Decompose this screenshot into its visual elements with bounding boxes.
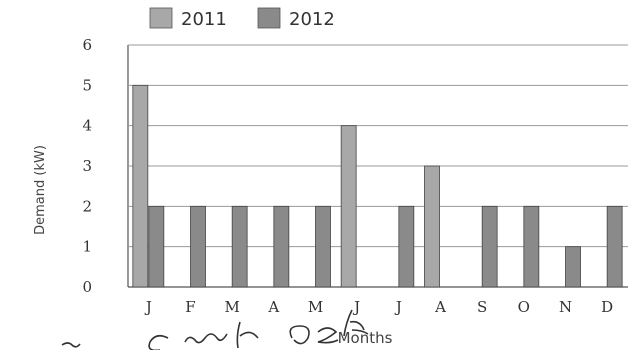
bars [132, 84, 623, 288]
y-tick-label: 2 [82, 197, 92, 215]
bar-2012-9 [523, 205, 540, 288]
bar-2012-6 [398, 205, 415, 288]
y-tick-label: 1 [82, 238, 92, 256]
x-tick-label: A [434, 298, 446, 316]
x-tick-label: J [144, 298, 152, 316]
bar-2012-8 [481, 205, 498, 288]
legend: 2011 2012 [149, 7, 335, 30]
bar-2011-0 [132, 84, 149, 288]
x-tick-label: O [518, 298, 530, 316]
bar-2012-0 [148, 205, 165, 288]
x-tick-label: S [477, 298, 487, 316]
y-axis-label: Demand (kW) [33, 145, 48, 235]
bar-2012-3 [273, 205, 290, 288]
x-tick-label: D [601, 298, 613, 316]
bar-2012-10 [565, 246, 581, 288]
bar-2011-5 [340, 125, 357, 288]
x-tick-label: J [394, 298, 402, 316]
x-tick-label: M [308, 298, 323, 316]
handwritten-signature [61, 309, 369, 350]
x-axis-label: Months [338, 329, 393, 347]
bar-2012-11 [606, 205, 623, 288]
bar-2012-4 [315, 205, 331, 288]
x-tick-label: M [224, 298, 239, 316]
x-tick-label: A [267, 298, 279, 316]
grid [127, 44, 628, 288]
legend-label-2011: 2011 [181, 9, 227, 30]
y-tick-label: 0 [82, 278, 92, 296]
x-tick-label: F [185, 298, 195, 316]
y-tick-label: 3 [82, 157, 92, 175]
legend-swatch-2011 [149, 7, 173, 29]
x-tick-label: N [559, 298, 572, 316]
x-tick-label: J [352, 298, 360, 316]
bar-2012-1 [190, 205, 206, 288]
legend-label-2012: 2012 [289, 9, 335, 30]
bar-2012-2 [231, 205, 248, 288]
y-tick-label: 5 [82, 76, 92, 94]
legend-swatch-2012 [257, 7, 281, 29]
bar-2011-7 [424, 165, 440, 288]
y-tick-label: 4 [82, 117, 92, 135]
y-axis-ticks: 0 1 2 3 4 5 6 [82, 36, 92, 296]
y-tick-label: 6 [82, 36, 92, 54]
